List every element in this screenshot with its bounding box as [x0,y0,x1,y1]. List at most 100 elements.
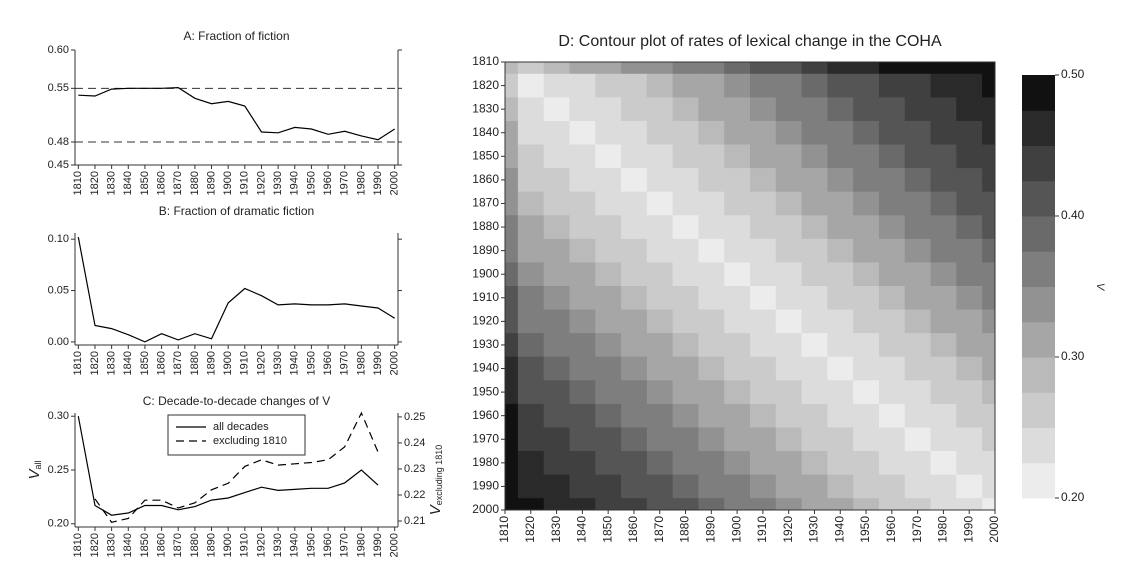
contour-cell [878,498,906,510]
contour-cell [827,474,854,499]
contour-cell [904,191,932,216]
contour-cell [750,474,777,499]
contour-cell [517,380,545,405]
contour-cell [827,238,854,264]
y-tick-label: 0.30 [48,410,69,422]
contour-cell [801,238,828,264]
contour-cell [853,286,880,311]
contour-cell [724,97,751,122]
contour-cell [930,356,957,381]
contour-cell [517,262,545,287]
contour-cell [698,451,725,476]
axis-label-main: V [427,503,444,515]
contour-cell [543,62,571,75]
y2-tick-label: 0.21 [404,515,425,527]
contour-cell [904,498,932,510]
contour-cell [904,451,932,476]
contour-cell [724,73,751,98]
colorbar-band [1022,286,1055,323]
contour-cell [956,262,983,287]
y-tick-label: 0.55 [48,82,69,94]
contour-cell [517,238,545,264]
contour-cell [543,451,571,476]
contour-cell [878,73,906,98]
contour-cell [930,238,957,264]
contour-cell [517,144,545,169]
contour-cell [801,144,828,169]
contour-cell [595,215,622,240]
x-tick-label: 1930 [272,351,284,375]
contour-cell [724,403,751,429]
contour-cell [827,191,854,216]
contour-cell [595,380,622,405]
x-tick-label: 1890 [703,516,717,543]
contour-cell [698,168,725,193]
contour-cell [956,474,983,499]
y2-tick-label: 0.25 [404,411,425,423]
contour-cell [956,451,983,476]
contour-cell [569,215,596,240]
contour-cell [853,238,880,264]
contour-cell [930,286,957,311]
contour-cell [595,97,622,122]
contour-cell [904,356,932,381]
x-tick-label: 1910 [239,351,251,375]
contour-cell [698,191,725,216]
contour-cell [672,238,700,264]
contour-cell [827,286,854,311]
contour-cell [698,262,725,287]
contour-cell [750,120,777,146]
contour-cell [543,403,571,429]
contour-cell [517,120,545,146]
y-tick-label: 2000 [472,502,499,516]
x-tick-label: 1960 [884,516,898,543]
x-tick-label: 1860 [155,533,167,557]
colorbar-band [1022,145,1055,182]
colorbar-band [1022,357,1055,393]
x-tick-label: 1960 [322,533,334,557]
contour-cell [595,474,622,499]
chart-title: D: Contour plot of rates of lexical chan… [558,33,942,50]
contour-cell [505,62,519,75]
contour-cell [505,97,519,122]
x-tick-label: 1960 [322,351,334,375]
y-tick-label: 1850 [472,148,499,162]
contour-cell [569,191,596,216]
contour-cell [930,144,957,169]
contour-cell [505,144,519,169]
contour-cell [505,498,519,510]
legend-box [167,414,306,456]
contour-cell [982,120,995,146]
x-tick-label: 1840 [122,351,134,375]
x-tick-label: 1880 [678,516,692,543]
contour-cell [827,333,854,358]
contour-cell [646,215,674,240]
contour-cell [956,144,983,169]
x-tick-label: 1820 [89,351,101,375]
contour-cell [621,427,648,452]
contour-cell [543,168,571,193]
contour-cell [621,191,648,216]
contour-cell [853,356,880,381]
x-tick-label: 1860 [155,171,167,195]
contour-cell [775,427,803,452]
x-tick-label: 1990 [372,533,384,557]
x-tick-label: 1910 [755,516,769,543]
contour-cell [505,168,519,193]
contour-cell [982,309,995,334]
contour-cell [698,238,725,264]
contour-cell [853,97,880,122]
colorbar-tick-label: 0.50 [1061,67,1085,81]
contour-cell [827,309,854,334]
contour-cell [595,286,622,311]
x-tick-label: 1850 [600,516,614,543]
contour-cell [672,380,700,405]
axis-label: Vall [26,460,43,479]
contour-cell [621,286,648,311]
contour-cell [698,73,725,98]
contour-cell [801,474,828,499]
contour-cell [930,62,957,75]
x-tick-label: 1950 [305,171,317,195]
y-tick-label: 0.25 [48,464,69,476]
y-tick-label: 1950 [472,384,499,398]
